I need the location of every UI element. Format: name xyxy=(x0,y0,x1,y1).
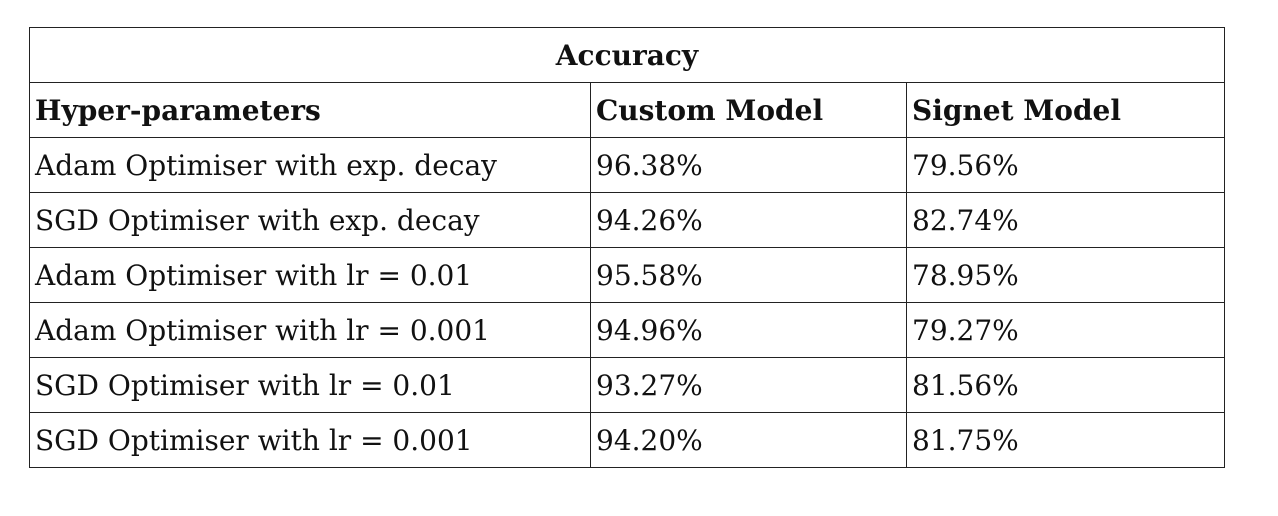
table-caption: Accuracy xyxy=(28,27,1226,83)
custom-model-accuracy-cell: 95.58% xyxy=(590,247,907,303)
hyper-parameter-cell: Adam Optimiser with lr = 0.001 xyxy=(29,302,591,358)
signet-model-accuracy-cell: 81.75% xyxy=(905,412,1226,468)
custom-model-accuracy-cell: 94.26% xyxy=(590,192,907,248)
header-hyper-parameters: Hyper-parameters xyxy=(29,82,591,138)
caption-row: Accuracy xyxy=(28,27,1226,83)
signet-model-accuracy-cell: 79.56% xyxy=(905,137,1226,193)
accuracy-table: Accuracy Hyper-parameters Custom Model S… xyxy=(28,27,1226,468)
custom-model-accuracy-cell: 96.38% xyxy=(590,137,907,193)
signet-model-accuracy-cell: 78.95% xyxy=(905,247,1226,303)
custom-model-accuracy-cell: 94.20% xyxy=(590,412,907,468)
custom-model-accuracy-cell: 94.96% xyxy=(590,302,907,358)
header-signet-model: Signet Model xyxy=(905,82,1226,138)
hyper-parameter-cell: Adam Optimiser with lr = 0.01 xyxy=(29,247,591,303)
hyper-parameter-cell: SGD Optimiser with exp. decay xyxy=(29,192,591,248)
table-row: SGD Optimiser with lr = 0.01 93.27% 81.5… xyxy=(29,357,1226,413)
hyper-parameter-cell: Adam Optimiser with exp. decay xyxy=(29,137,591,193)
table-row: Adam Optimiser with lr = 0.01 95.58% 78.… xyxy=(29,247,1226,303)
header-row: Hyper-parameters Custom Model Signet Mod… xyxy=(29,82,1226,138)
accuracy-table-container: Accuracy Hyper-parameters Custom Model S… xyxy=(28,27,1226,468)
signet-model-accuracy-cell: 79.27% xyxy=(905,302,1226,358)
table-row: Adam Optimiser with exp. decay 96.38% 79… xyxy=(29,137,1226,193)
signet-model-accuracy-cell: 82.74% xyxy=(905,192,1226,248)
signet-model-accuracy-cell: 81.56% xyxy=(905,357,1226,413)
table-row: Adam Optimiser with lr = 0.001 94.96% 79… xyxy=(29,302,1226,358)
table-row: SGD Optimiser with exp. decay 94.26% 82.… xyxy=(29,192,1226,248)
header-custom-model: Custom Model xyxy=(590,82,907,138)
table-row: SGD Optimiser with lr = 0.001 94.20% 81.… xyxy=(29,412,1226,468)
hyper-parameter-cell: SGD Optimiser with lr = 0.01 xyxy=(29,357,591,413)
hyper-parameter-cell: SGD Optimiser with lr = 0.001 xyxy=(29,412,591,468)
custom-model-accuracy-cell: 93.27% xyxy=(590,357,907,413)
